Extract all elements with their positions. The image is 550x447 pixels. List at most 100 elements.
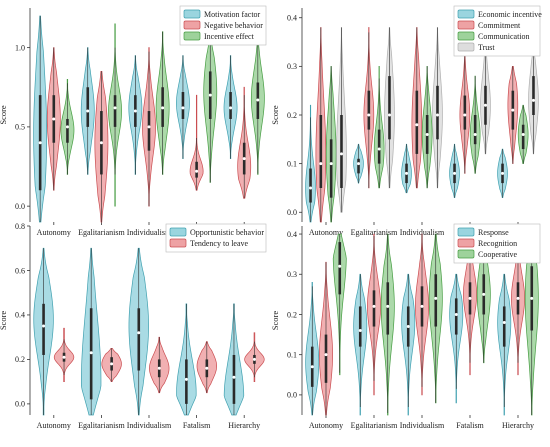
y-tick-label: 0.0 [287, 391, 297, 400]
legend-label: Commitment [478, 21, 521, 30]
violin-median-dot [229, 106, 233, 110]
violin-median-dot [435, 113, 439, 117]
violin-median-dot [463, 113, 467, 117]
chart-panel-top-right: 0.0 0.1 0.2 0.3 0.4 Score Autonomy Egalitariani… [270, 5, 542, 237]
legend-label: Incentive effect [204, 32, 255, 41]
y-tick-label: 0.8 [15, 222, 25, 231]
violin-median-dot [531, 98, 535, 102]
violin-median-dot [387, 113, 391, 117]
violin-median-dot [357, 162, 361, 166]
violin-median-dot [133, 109, 137, 113]
x-tick-label: Individualism [400, 421, 445, 430]
x-tick-label: Autonomy [37, 421, 71, 430]
x-tick-label: Egalitarianism [351, 228, 398, 237]
violin-median-dot [99, 141, 103, 145]
legend-label: Motivation factor [204, 10, 261, 19]
legend-swatch-red [169, 238, 187, 248]
x-tick-label: Egalitarianism [78, 228, 125, 237]
violin-median-dot [309, 186, 313, 190]
x-tick-label: Individualism [127, 421, 172, 430]
legend-label: Recognition [478, 239, 517, 248]
violin-median-dot [62, 355, 66, 359]
violin-median-dot [406, 325, 410, 329]
violin-median-dot [161, 106, 165, 110]
legend-swatch-red [457, 20, 475, 30]
violin-median-dot [482, 292, 486, 296]
violin-median-dot [113, 106, 117, 110]
violin-median-dot [434, 296, 438, 300]
y-tick-label: 0.2 [287, 111, 297, 120]
x-tick-label: Individualism [400, 228, 445, 237]
x-tick-label: Fatalism [183, 421, 211, 430]
x-tick-label: Autonomy [37, 228, 71, 237]
legend: Economic incentive Commitment Communicatio… [453, 5, 542, 57]
violin-median-dot [110, 362, 114, 366]
legend-label: Cooperative [478, 250, 518, 259]
violin-median-dot [358, 329, 362, 333]
legend-swatch-teal [183, 9, 201, 19]
legend-swatch-red [457, 238, 475, 248]
x-tick-label: Individualism [127, 228, 172, 237]
violin-median-dot [338, 264, 342, 268]
y-tick-label: 0.6 [15, 266, 25, 275]
legend-swatch-red [183, 20, 201, 30]
y-tick-label: 0.1 [287, 159, 297, 168]
chart-panel-bottom-right: 0.0 0.1 0.2 0.3 0.4 Score Autonomy Egalitariani… [270, 223, 541, 430]
violin-median-dot [52, 117, 56, 121]
violin-median-dot [511, 108, 515, 112]
y-tick-label: 0.2 [15, 355, 25, 364]
x-tick-label: Autonomy [309, 228, 343, 237]
legend-swatch-green [457, 31, 475, 41]
legend-swatch-gray [457, 42, 475, 52]
violin-median-dot [367, 113, 371, 117]
violin-median-dot [86, 109, 90, 113]
legend-label: Negative behavior [204, 21, 263, 30]
y-tick-label: 0.1 [287, 350, 297, 359]
violin-median-dot [516, 296, 520, 300]
violin-median-dot [386, 304, 390, 308]
legend-swatch-teal [457, 9, 475, 19]
violin-median-dot [425, 132, 429, 136]
violin-median-dot [483, 103, 487, 107]
y-tick-label: 0.3 [287, 62, 297, 71]
violin-median-dot [420, 304, 424, 308]
legend: Motivation factor Negative behavior Incent… [179, 5, 267, 46]
x-tick-label: Hierarchy [502, 421, 534, 430]
violin-median-dot [137, 331, 141, 335]
violin-median-dot [42, 324, 46, 328]
legend-label: Economic incentive [478, 10, 542, 19]
violin-median-dot [181, 106, 185, 110]
y-tick-label: 0.5 [15, 123, 25, 132]
legend-label: Response [478, 228, 509, 237]
legend: Opportunistic behavior Tendency to leave [165, 223, 267, 253]
y-axis-label: Score [0, 105, 8, 125]
violin-median-dot [329, 162, 333, 166]
violin-median-dot [453, 171, 457, 175]
violin-median-dot [147, 125, 151, 129]
chart-panel-bottom-left: 0.0 0.2 0.4 0.6 0.8 Score Autonomy Egalitariani… [0, 222, 267, 430]
violin-median-dot [405, 171, 409, 175]
y-tick-label: 0.0 [15, 400, 25, 409]
violin-median-dot [65, 125, 69, 129]
legend: Response Recognition Cooperative [453, 223, 541, 264]
legend-label: Communication [478, 32, 530, 41]
x-tick-label: Hierarchy [228, 421, 260, 430]
violin-median-dot [89, 351, 93, 355]
violin-median-dot [501, 171, 505, 175]
y-axis-label: Score [0, 311, 8, 331]
violin-median-dot [205, 366, 209, 370]
violin-median-dot [256, 98, 260, 102]
violin-median-dot [372, 304, 376, 308]
violin-median-dot [252, 357, 256, 361]
violin-median-dot [184, 377, 188, 381]
violin-median-dot [195, 169, 199, 173]
y-axis-label: Score [270, 311, 280, 331]
legend-swatch-teal [457, 227, 475, 237]
violin-median-dot [319, 162, 323, 166]
y-tick-label: 0.0 [287, 208, 297, 217]
violin-median-dot [324, 353, 328, 357]
y-tick-label: 0.4 [15, 311, 25, 320]
x-tick-label: Egalitarianism [78, 421, 125, 430]
